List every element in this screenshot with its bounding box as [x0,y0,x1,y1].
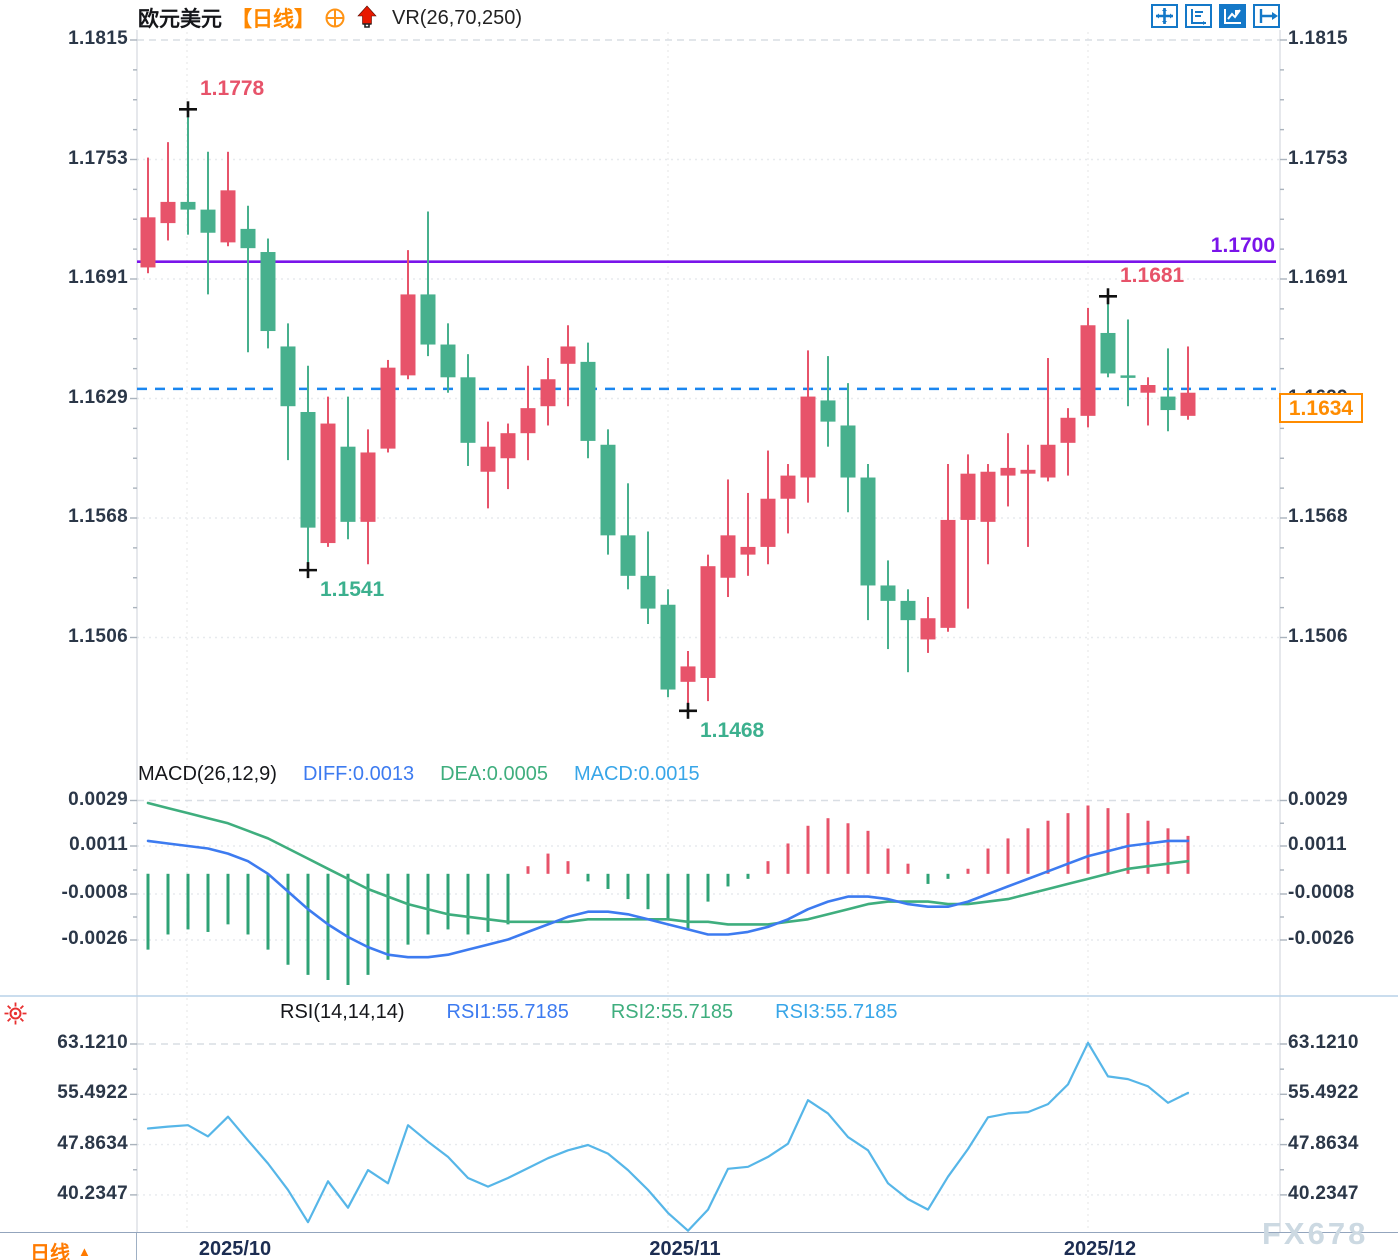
circle-plus-icon[interactable] [324,7,346,29]
price-tick-label: 1.1506 [68,625,128,647]
rsi2-value: RSI2:55.7185 [610,1001,734,1023]
time-axis-bar: 日线 ▲ 2025/10 2025/11 2025/12 [0,1232,1398,1260]
red-up-arrow-icon[interactable] [355,5,379,31]
price-tick-label: 1.1753 [1288,147,1348,169]
symbol-title: 欧元美元 [138,8,222,31]
macd-tick-label: -0.0008 [1288,882,1355,903]
price-tick-label: 1.1506 [1288,625,1348,647]
divider [136,1233,137,1260]
chart-type-icon[interactable] [1219,4,1246,28]
price-tick-label: 1.1753 [68,147,128,169]
rsi-header: RSI(14,14,14) RSI1:55.7185 RSI2:55.7185 … [280,1001,898,1024]
period-selector[interactable]: 日线 ▲ [30,1237,91,1260]
support-line-label: 1.1700 [1210,234,1275,257]
macd-tick-label: 0.0011 [69,834,128,855]
rsi-title: RSI(14,14,14) [280,1001,405,1023]
rsi-tick-label: 40.2347 [1288,1182,1359,1204]
period-selector-label: 日线 [30,1243,70,1260]
price-tick-label: 1.1568 [68,506,128,527]
period-tag: 【日线】 [231,8,315,31]
date-tick-nov: 2025/11 [649,1238,721,1260]
fx678-watermark: FX678 [1262,1216,1369,1251]
rsi-tick-label: 47.8634 [57,1132,128,1154]
price-annotation: 1.1778 [200,77,265,101]
rsi-tick-label: 40.2347 [57,1182,128,1204]
macd-title: MACD(26,12,9) [138,763,277,785]
toolbar [1151,4,1280,28]
axis-scale-icon[interactable] [1185,4,1212,28]
rsi3-value: RSI3:55.7185 [775,1001,898,1023]
alert-sun-icon[interactable] [3,1001,28,1026]
macd-dea-value: DEA:0.0005 [440,763,548,785]
macd-tick-label: -0.0026 [1288,928,1355,949]
rsi1-value: RSI1:55.7185 [446,1001,569,1023]
last-price-badge[interactable]: 1.1634 [1279,393,1363,423]
price-tick-label: 1.1568 [1288,506,1348,527]
price-annotation: 1.1468 [700,718,765,742]
macd-diff-value: DIFF:0.0013 [302,763,415,785]
macd-tick-label: 0.0029 [1288,788,1348,810]
price-tick-label: 1.1629 [68,386,128,408]
rsi-tick-label: 47.8634 [1288,1132,1359,1154]
crosshair-icon[interactable] [1151,4,1178,28]
price-tick-label: 1.1815 [68,28,128,49]
vr-indicator-label: VR(26,70,250) [392,6,523,29]
date-tick-oct: 2025/10 [198,1238,272,1260]
macd-tick-label: 0.0029 [68,788,128,810]
macd-value: MACD:0.0015 [573,763,700,785]
title-row: 欧元美元 【日线】 VR(26,70,250) [138,3,522,33]
triangle-up-icon: ▲ [78,1244,91,1259]
price-annotation: 1.1681 [1120,264,1185,288]
price-tick-label: 1.1691 [68,267,128,288]
rsi-tick-label: 55.4922 [57,1082,128,1104]
rsi-tick-label: 63.1210 [57,1032,128,1053]
rsi-tick-label: 55.4922 [1288,1082,1359,1104]
macd-tick-label: -0.0008 [61,882,128,903]
price-tick-label: 1.1691 [1288,267,1348,288]
rsi-tick-label: 63.1210 [1288,1032,1359,1053]
date-tick-dec: 2025/12 [1063,1238,1137,1260]
exit-panel-icon[interactable] [1253,4,1280,28]
macd-tick-label: 0.0011 [1288,834,1347,855]
macd-header: MACD(26,12,9) DIFF:0.0013 DEA:0.0005 MAC… [138,763,700,786]
price-tick-label: 1.1815 [1288,28,1348,49]
macd-tick-label: -0.0026 [61,928,128,949]
price-annotation: 1.1541 [320,578,385,602]
